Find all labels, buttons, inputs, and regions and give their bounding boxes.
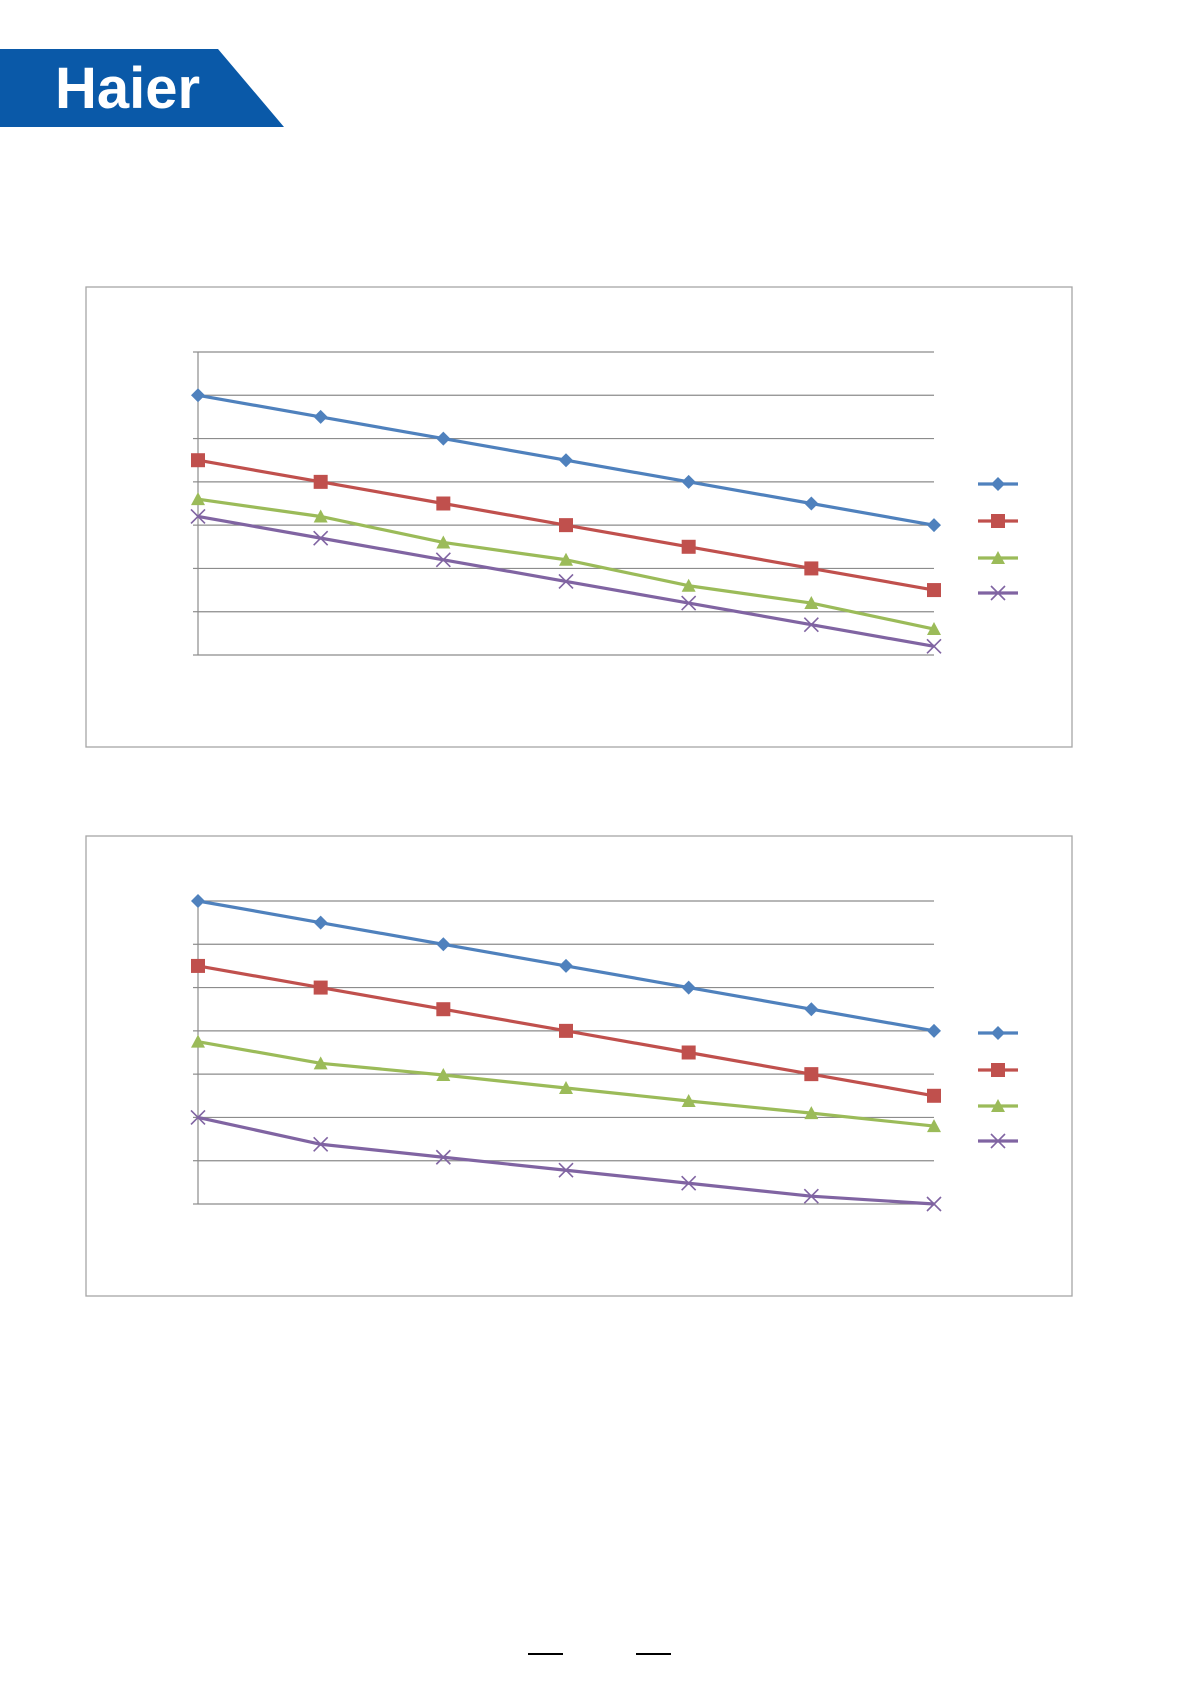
marker: [313, 409, 328, 424]
marker: [804, 496, 819, 511]
marker: [803, 617, 819, 633]
marker: [436, 1002, 451, 1017]
marker: [804, 1067, 819, 1082]
legend-marker: [991, 477, 1005, 491]
marker: [559, 1023, 573, 1038]
legend-marker: [991, 1063, 1005, 1077]
marker: [926, 638, 942, 654]
marker: [559, 1080, 573, 1094]
marker: [191, 453, 205, 468]
legend-marker: [991, 1026, 1005, 1040]
marker: [927, 518, 941, 533]
marker: [435, 552, 451, 568]
marker: [803, 1188, 819, 1204]
marker: [313, 1136, 329, 1152]
marker: [927, 1088, 941, 1103]
marker: [190, 1109, 206, 1125]
marker: [927, 1119, 941, 1133]
marker: [804, 561, 819, 576]
marker: [804, 1106, 819, 1120]
marker: [313, 509, 328, 523]
marker: [681, 595, 697, 611]
legend-marker: [991, 1099, 1005, 1112]
marker: [191, 958, 205, 973]
legend-marker: [990, 585, 1006, 601]
marker: [681, 1093, 696, 1107]
marker: [191, 492, 205, 506]
marker: [804, 596, 819, 610]
marker: [190, 508, 206, 525]
marker: [926, 1196, 942, 1212]
marker: [191, 1034, 205, 1048]
marker: [436, 1068, 451, 1082]
marker: [313, 980, 328, 995]
marker: [558, 573, 574, 589]
marker: [313, 1056, 328, 1070]
marker: [436, 535, 451, 549]
marker: [191, 388, 205, 403]
marker: [681, 578, 696, 592]
marker: [436, 937, 451, 952]
marker: [436, 496, 451, 511]
marker: [558, 1162, 574, 1178]
marker: [436, 431, 451, 446]
marker: [313, 915, 328, 930]
marker: [313, 530, 329, 546]
marker: [559, 552, 573, 566]
marker: [681, 474, 696, 489]
legend-marker: [991, 551, 1005, 564]
marker: [927, 583, 941, 598]
marker: [191, 894, 205, 908]
legend-marker: [991, 514, 1005, 528]
logo-band: [0, 49, 284, 127]
chart-frame: [85, 835, 1073, 1297]
logo: Haier: [55, 56, 200, 121]
marker: [559, 518, 573, 533]
chart-frame: [85, 286, 1073, 748]
marker: [681, 1175, 697, 1191]
marker: [804, 1002, 819, 1017]
marker: [681, 539, 696, 554]
marker: [927, 1023, 941, 1038]
marker: [681, 980, 696, 995]
marker: [559, 453, 573, 468]
marker: [435, 1149, 451, 1165]
marker: [927, 622, 941, 636]
legend-marker: [990, 1133, 1006, 1149]
marker: [681, 1045, 696, 1060]
marker: [313, 474, 328, 489]
marker: [559, 958, 573, 973]
